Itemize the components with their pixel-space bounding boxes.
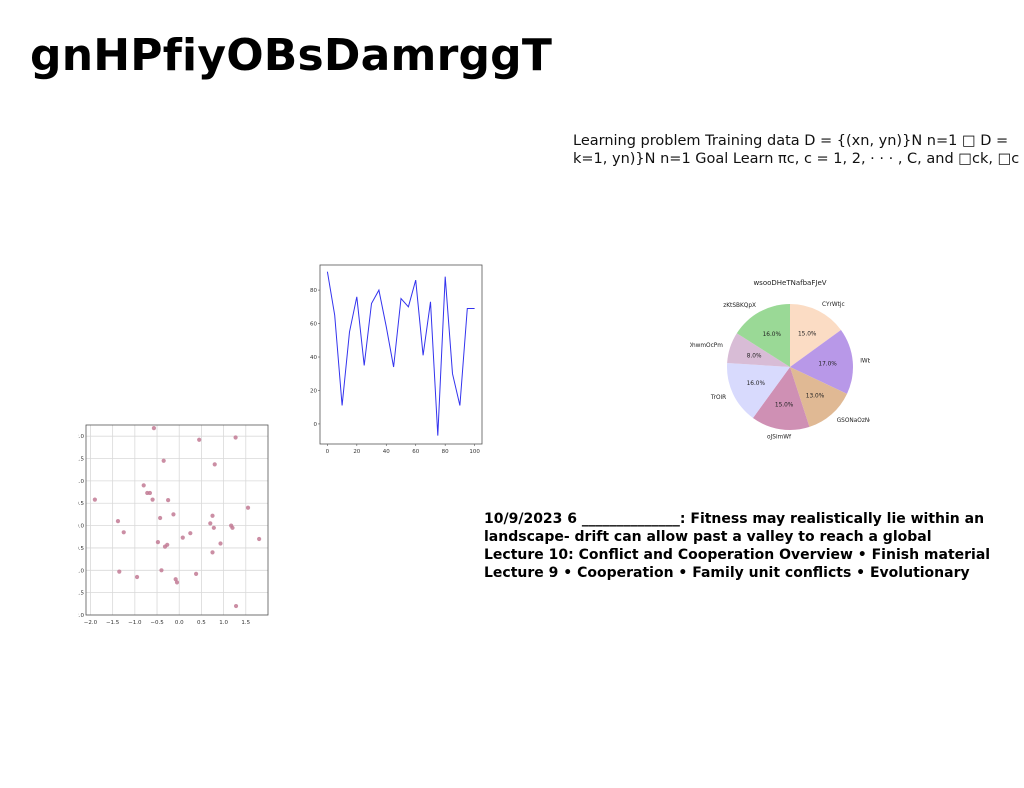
pie-percent-label: 16.0%	[763, 332, 782, 338]
pie-percent-label: 16.0%	[747, 381, 766, 387]
scatter-x-tick-label: −1.5	[106, 620, 120, 626]
scatter-point	[171, 512, 176, 517]
scatter-point	[230, 525, 235, 530]
scatter-y-tick-label: −2.0	[78, 613, 84, 619]
scatter-point	[218, 541, 223, 546]
pie-chart: wsooDHeTNafbaFJeV 15.0% CYrWtjc 17.0% IWbARN…	[687, 270, 894, 475]
scatter-point	[233, 603, 239, 609]
scatter-point	[208, 521, 213, 526]
pie-percent-label: 13.0%	[806, 393, 825, 399]
line-chart: 0 20 40 60 80 100 0 20 40 60 80	[308, 260, 488, 460]
pie-category-label: GSONaOzNc	[837, 418, 870, 424]
scatter-point	[180, 535, 185, 540]
pie-category-label: oJSimWf	[767, 435, 792, 441]
line-frame	[319, 264, 483, 445]
scatter-y-tick-label: −1.5	[78, 591, 84, 597]
pie-category-label: CYrWtjc	[822, 302, 845, 308]
scatter-y-tick-label: 0.5	[78, 501, 84, 507]
scatter-point	[245, 505, 251, 510]
pie-slice	[736, 304, 790, 367]
scatter-y-tick-label: −1.0	[78, 568, 84, 574]
pie-svg: wsooDHeTNafbaFJeV 15.0% CYrWtjc 17.0% IWbARN…	[687, 279, 894, 441]
scatter-point	[233, 435, 238, 440]
scatter-y-tick-label: 1.5	[78, 457, 84, 463]
scatter-point	[210, 550, 215, 555]
scatter-point	[121, 530, 126, 535]
pie-slice	[790, 329, 853, 394]
scatter-x-tick-label: 1.5	[241, 620, 250, 626]
pie-slice	[752, 367, 810, 431]
line-y-tick-label: 40	[310, 355, 317, 361]
pie-category-label: OhwmOcPm	[690, 343, 723, 349]
pie-slice	[726, 363, 790, 418]
scatter-y-tick-label: −0.5	[78, 546, 84, 552]
scatter-chart: −2.0 −1.5 −1.0 −0.5 0.0 0.5 1.0 1.5 −2.0 −1.5 −1.0…	[71, 420, 278, 630]
pie-category-label: zKtSBKQpX	[723, 303, 756, 309]
pie-percent-label: 15.0%	[775, 402, 794, 408]
scatter-point	[212, 462, 217, 467]
scatter-point	[193, 571, 199, 576]
scatter-point	[158, 515, 163, 521]
scatter-point	[155, 540, 161, 545]
pie-percent-label: 8.0%	[747, 353, 762, 359]
line-x-tick-label: 80	[442, 449, 449, 455]
pie-title: wsooDHeTNafbaFJeV	[753, 279, 826, 287]
scatter-x-tick-label: −2.0	[84, 620, 98, 626]
line-svg: 0 20 40 60 80 100 0 20 40 60 80	[310, 264, 483, 455]
scatter-x-tick-label: 1.0	[219, 620, 228, 626]
scatter-point	[159, 568, 164, 573]
scatter-point	[92, 497, 97, 502]
scatter-point	[197, 437, 202, 442]
line-y-tick-label: 60	[310, 322, 317, 328]
learning-problem-text: Learning problem Training data D = {(xn,…	[573, 133, 1024, 167]
scatter-point	[166, 498, 171, 503]
lecture-notes-text: 10/9/2023 6 ______________: Fitness may …	[484, 511, 991, 581]
scatter-point	[210, 513, 215, 518]
scatter-frame	[85, 424, 269, 616]
scatter-point	[188, 531, 193, 536]
pie-slice	[727, 333, 790, 367]
line-y-tick-label: 80	[310, 288, 317, 294]
scatter-point	[161, 458, 166, 463]
scatter-point	[134, 574, 140, 580]
scatter-point	[141, 483, 146, 488]
pie-slice	[790, 304, 841, 367]
line-x-tick-label: 60	[412, 449, 419, 455]
line-x-tick-label: 100	[469, 449, 480, 455]
scatter-x-tick-label: −0.5	[150, 620, 164, 626]
scatter-svg: −2.0 −1.5 −1.0 −0.5 0.0 0.5 1.0 1.5 −2.0 −1.5 −1.0…	[71, 424, 269, 626]
scatter-y-tick-label: 1.0	[78, 479, 84, 485]
scatter-point	[150, 497, 155, 502]
scatter-x-tick-label: 0.5	[197, 620, 206, 626]
line-x-tick-label: 0	[326, 449, 330, 455]
pie-slice	[790, 367, 847, 427]
scatter-point	[174, 580, 180, 585]
scatter-point	[151, 426, 157, 431]
line-y-tick-label: 0	[314, 422, 318, 428]
scatter-point	[165, 542, 170, 547]
pie-category-label: IWbARN JEh	[860, 358, 870, 364]
line-y-tick-label: 20	[310, 388, 317, 394]
scatter-point	[117, 569, 122, 574]
scatter-x-tick-label: 0.0	[175, 620, 184, 626]
pie-category-label: TrOlR	[710, 395, 726, 401]
scatter-y-tick-label: 2.0	[78, 434, 84, 440]
slide-title: gnHPfiyOBsDamrggT	[30, 30, 553, 81]
line-x-tick-label: 20	[353, 449, 360, 455]
scatter-x-tick-label: −1.0	[128, 620, 142, 626]
pie-percent-label: 15.0%	[798, 331, 817, 337]
pie-percent-label: 17.0%	[818, 361, 837, 367]
scatter-point	[115, 519, 121, 524]
scatter-point	[147, 490, 153, 496]
scatter-point	[257, 536, 262, 542]
scatter-y-tick-label: 0.0	[78, 524, 84, 530]
scatter-point	[211, 525, 216, 530]
line-series	[326, 271, 475, 436]
line-x-tick-label: 40	[383, 449, 390, 455]
